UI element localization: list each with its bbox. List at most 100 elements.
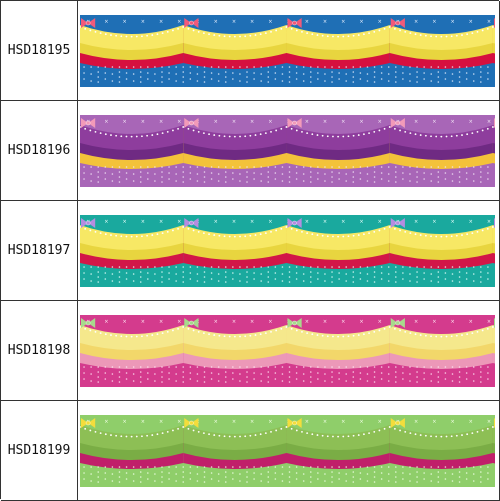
svg-text:×: × (341, 119, 345, 125)
svg-text:×: × (414, 419, 418, 425)
svg-text:×: × (469, 119, 473, 125)
bow-motif (81, 318, 96, 328)
svg-text:×: × (450, 119, 454, 125)
svg-text:×: × (432, 219, 436, 225)
svg-text:×: × (341, 319, 345, 325)
product-code-cell: HSD18199 (1, 401, 78, 500)
svg-text:×: × (487, 219, 491, 225)
bow-motif (184, 318, 199, 328)
catalog-row: HSD18195 ××××××××××××××××××××××× (1, 1, 500, 101)
svg-text:×: × (177, 419, 181, 425)
svg-text:×: × (159, 419, 163, 425)
svg-text:×: × (487, 19, 491, 25)
svg-text:×: × (378, 319, 382, 325)
ribbon-swatch: ××××××××××××××××××××××× (80, 315, 495, 387)
svg-text:×: × (323, 419, 327, 425)
svg-text:×: × (305, 219, 309, 225)
svg-text:×: × (469, 419, 473, 425)
svg-text:×: × (432, 419, 436, 425)
bow-motif (287, 218, 302, 228)
product-code: HSD18199 (7, 443, 71, 458)
svg-text:×: × (414, 219, 418, 225)
svg-text:×: × (159, 319, 163, 325)
svg-text:×: × (268, 219, 272, 225)
svg-text:×: × (450, 219, 454, 225)
svg-text:×: × (214, 319, 218, 325)
ribbon-swatch-cell: ××××××××××××××××××××××× (78, 401, 499, 500)
svg-text:×: × (487, 119, 491, 125)
svg-text:×: × (232, 19, 236, 25)
svg-text:×: × (159, 19, 163, 25)
svg-text:×: × (159, 119, 163, 125)
svg-text:×: × (177, 119, 181, 125)
svg-text:×: × (450, 319, 454, 325)
svg-text:×: × (177, 319, 181, 325)
ribbon-pattern: ××××××××××××××××××××××× (80, 415, 495, 487)
svg-text:×: × (214, 219, 218, 225)
svg-text:×: × (214, 419, 218, 425)
svg-text:×: × (378, 19, 382, 25)
svg-text:×: × (232, 319, 236, 325)
bow-motif (184, 218, 199, 228)
svg-text:×: × (359, 319, 363, 325)
ribbon-swatch: ××××××××××××××××××××××× (80, 15, 495, 87)
svg-text:×: × (469, 219, 473, 225)
svg-text:×: × (432, 119, 436, 125)
ribbon-swatch-cell: ××××××××××××××××××××××× (78, 301, 499, 400)
svg-text:×: × (341, 19, 345, 25)
svg-text:×: × (359, 419, 363, 425)
svg-text:×: × (214, 19, 218, 25)
svg-text:×: × (104, 319, 108, 325)
svg-text:×: × (250, 419, 254, 425)
bow-motif (184, 418, 199, 428)
svg-text:×: × (250, 19, 254, 25)
bow-motif (390, 118, 405, 128)
product-code: HSD18195 (7, 43, 71, 58)
bow-motif (493, 318, 495, 328)
svg-text:×: × (450, 419, 454, 425)
svg-text:×: × (159, 219, 163, 225)
bow-motif (81, 218, 96, 228)
catalog-row: HSD18197 ××××××××××××××××××××××× (1, 201, 500, 301)
svg-text:×: × (268, 119, 272, 125)
ribbon-swatch-cell: ××××××××××××××××××××××× (78, 201, 499, 300)
svg-text:×: × (323, 219, 327, 225)
bow-motif (81, 418, 96, 428)
svg-text:×: × (378, 419, 382, 425)
svg-text:×: × (141, 119, 145, 125)
svg-text:×: × (177, 219, 181, 225)
svg-text:×: × (323, 319, 327, 325)
bow-motif (81, 18, 96, 28)
svg-text:×: × (359, 219, 363, 225)
ribbon-pattern: ××××××××××××××××××××××× (80, 315, 495, 387)
ribbon-pattern: ××××××××××××××××××××××× (80, 115, 495, 187)
svg-text:×: × (414, 319, 418, 325)
bow-motif (287, 418, 302, 428)
svg-text:×: × (104, 419, 108, 425)
svg-text:×: × (104, 19, 108, 25)
svg-text:×: × (323, 19, 327, 25)
ribbon-swatch: ××××××××××××××××××××××× (80, 415, 495, 487)
svg-text:×: × (487, 419, 491, 425)
svg-text:×: × (141, 319, 145, 325)
svg-text:×: × (268, 19, 272, 25)
svg-text:×: × (232, 119, 236, 125)
svg-text:×: × (359, 119, 363, 125)
bow-motif (184, 18, 199, 28)
bow-motif (390, 18, 405, 28)
svg-text:×: × (123, 319, 127, 325)
svg-text:×: × (450, 19, 454, 25)
catalog-row: HSD18199 ××××××××××××××××××××××× (1, 401, 500, 501)
bow-motif (493, 418, 495, 428)
svg-text:×: × (487, 319, 491, 325)
svg-text:×: × (469, 19, 473, 25)
svg-text:×: × (268, 419, 272, 425)
catalog-row: HSD18196 ××××××××××××××××××××××× (1, 101, 500, 201)
svg-text:×: × (341, 419, 345, 425)
svg-text:×: × (141, 19, 145, 25)
svg-text:×: × (250, 219, 254, 225)
svg-text:×: × (469, 319, 473, 325)
bow-motif (184, 118, 199, 128)
bow-motif (287, 118, 302, 128)
